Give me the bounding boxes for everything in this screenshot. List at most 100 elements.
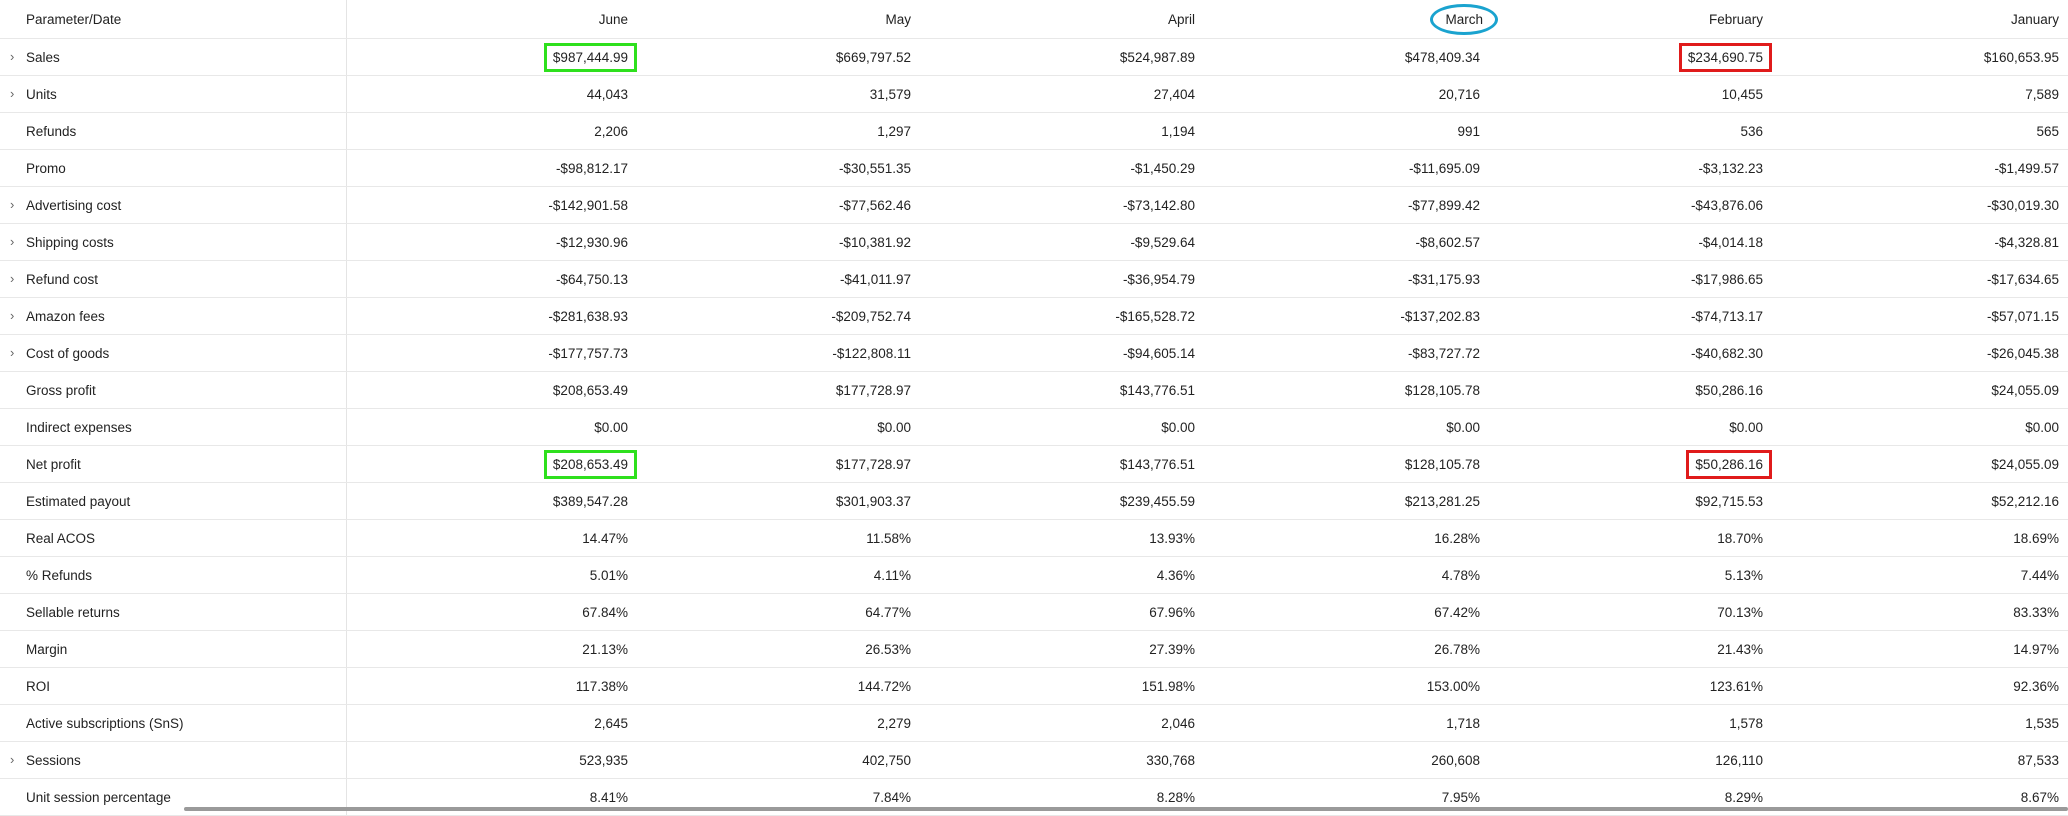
cell-value: 67.96% [1149, 604, 1195, 620]
column-header[interactable]: May [637, 0, 920, 39]
expand-toggle[interactable]: › [10, 197, 15, 213]
header-text[interactable]: May [885, 11, 911, 27]
expand-toggle[interactable]: › [10, 234, 15, 250]
value-cell: 16.28% [1204, 519, 1489, 557]
value-cell: $177,728.97 [637, 445, 920, 483]
cell-value: $24,055.09 [1991, 456, 2059, 472]
expand-toggle[interactable]: › [10, 345, 15, 361]
cell-value: $0.00 [594, 419, 628, 435]
cell-value: 27,404 [1153, 86, 1195, 102]
cell-value: 2,279 [877, 715, 911, 731]
header-text[interactable]: March [1430, 3, 1498, 35]
value-cell: $0.00 [1489, 408, 1772, 446]
cell-value: -$83,727.72 [1407, 345, 1480, 361]
parameter-cell: › Units [0, 75, 347, 113]
expand-toggle[interactable]: › [10, 271, 15, 287]
cell-value: 21.43% [1717, 641, 1763, 657]
cell-value: 14.47% [582, 530, 628, 546]
value-cell: 1,718 [1204, 704, 1489, 742]
column-header[interactable]: February [1489, 0, 1772, 39]
cell-value: $0.00 [1161, 419, 1195, 435]
cell-value: -$73,142.80 [1122, 197, 1195, 213]
cell-value: $669,797.52 [835, 49, 911, 65]
value-cell: $24,055.09 [1772, 371, 2068, 409]
table-row: Estimated payout $389,547.28 $301,903.37 $2… [0, 482, 2068, 520]
value-cell: 14.97% [1772, 630, 2068, 668]
value-cell: -$30,551.35 [637, 149, 920, 187]
table-row: › Amazon fees -$281,638.93 -$209,752.74 -$16… [0, 297, 2068, 335]
cell-value: 2,645 [594, 715, 628, 731]
cell-value: $478,409.34 [1404, 49, 1480, 65]
cell-value: -$30,551.35 [838, 160, 911, 176]
cell-value: $160,653.95 [1983, 49, 2059, 65]
value-cell: $52,212.16 [1772, 482, 2068, 520]
cell-value: $50,286.16 [1686, 449, 1772, 479]
value-cell: -$77,899.42 [1204, 186, 1489, 224]
value-cell: 4.11% [637, 556, 920, 594]
value-cell: -$4,328.81 [1772, 223, 2068, 261]
value-cell: $0.00 [1772, 408, 2068, 446]
cell-value: $208,653.49 [543, 449, 637, 479]
value-cell: 7,589 [1772, 75, 2068, 113]
column-header[interactable]: April [920, 0, 1204, 39]
cell-value: 523,935 [579, 752, 628, 768]
cell-value: -$64,750.13 [555, 271, 628, 287]
value-cell: $0.00 [346, 408, 637, 446]
row-header-title: Parameter/Date [0, 0, 347, 39]
value-cell: -$26,045.38 [1772, 334, 2068, 372]
cell-value: 8.67% [2020, 789, 2059, 805]
value-cell: 87,533 [1772, 741, 2068, 779]
table-row: Promo -$98,812.17 -$30,551.35 -$1,450.29 -$1… [0, 149, 2068, 187]
header-text[interactable]: April [1167, 11, 1195, 27]
cell-value: $0.00 [877, 419, 911, 435]
cell-value: $208,653.49 [552, 382, 628, 398]
cell-value: -$41,011.97 [839, 271, 911, 287]
value-cell: -$165,528.72 [920, 297, 1204, 335]
value-cell: $50,286.16 [1489, 445, 1772, 483]
scrollbar[interactable] [184, 807, 2068, 811]
header-text[interactable]: February [1708, 11, 1763, 27]
expand-toggle[interactable]: › [10, 86, 15, 102]
parameter-cell: % Refunds [0, 556, 347, 594]
cell-value: 1,297 [877, 123, 911, 139]
parameter-name: Net profit [26, 456, 81, 472]
cell-value: 16.28% [1434, 530, 1480, 546]
value-cell: 2,046 [920, 704, 1204, 742]
parameter-name: Refunds [26, 123, 77, 139]
value-cell: -$17,986.65 [1489, 260, 1772, 298]
cell-value: -$10,381.92 [838, 234, 911, 250]
parameter-cell: › Shipping costs [0, 223, 347, 261]
value-cell: -$74,713.17 [1489, 297, 1772, 335]
parameter-name: Advertising cost [26, 197, 122, 213]
column-header[interactable]: January [1772, 0, 2068, 39]
table-row: › Units 44,043 31,579 27,404 20,716 10,455 7,58… [0, 75, 2068, 113]
value-cell: 83.33% [1772, 593, 2068, 631]
value-cell: 523,935 [346, 741, 637, 779]
header-text[interactable]: June [598, 11, 628, 27]
column-header[interactable]: March [1204, 0, 1498, 39]
value-cell: -$98,812.17 [346, 149, 637, 187]
expand-toggle[interactable]: › [10, 752, 15, 768]
cell-value: 1,578 [1729, 715, 1763, 731]
cell-value: -$1,499.57 [1994, 160, 2059, 176]
cell-value: 5.13% [1724, 567, 1763, 583]
value-cell: 27,404 [920, 75, 1204, 113]
value-cell: 92.36% [1772, 667, 2068, 705]
header-text[interactable]: January [2010, 11, 2059, 27]
column-header[interactable]: June [346, 0, 637, 39]
cell-value: $389,547.28 [552, 493, 628, 509]
table-row: Active subscriptions (SnS) 2,645 2,279 2,04… [0, 704, 2068, 742]
expand-toggle[interactable]: › [10, 308, 15, 324]
cell-value: $128,105.78 [1404, 382, 1480, 398]
value-cell: 2,645 [346, 704, 637, 742]
expand-toggle[interactable]: › [10, 49, 15, 65]
value-cell: 151.98% [920, 667, 1204, 705]
value-cell: -$36,954.79 [920, 260, 1204, 298]
parameter-cell: › Sales [0, 38, 347, 76]
table-row: › Advertising cost -$142,901.58 -$77,562.46… [0, 186, 2068, 224]
value-cell: 5.01% [346, 556, 637, 594]
table-row: › Sales $987,444.99 $669,797.52 $524,987.89 $… [0, 38, 2068, 76]
value-cell: 4.78% [1204, 556, 1489, 594]
value-cell: $389,547.28 [346, 482, 637, 520]
